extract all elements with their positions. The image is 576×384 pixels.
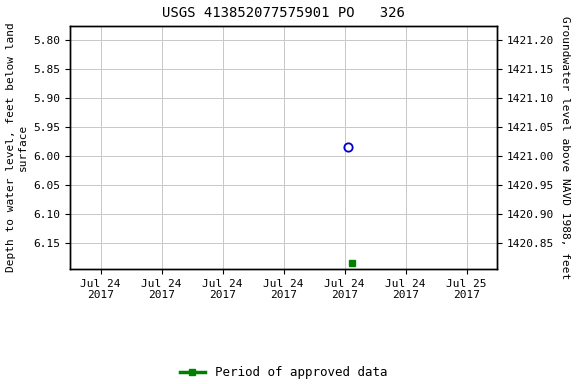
Y-axis label: Depth to water level, feet below land
surface: Depth to water level, feet below land su…	[6, 22, 28, 272]
Legend: Period of approved data: Period of approved data	[175, 361, 392, 384]
Title: USGS 413852077575901 PO   326: USGS 413852077575901 PO 326	[162, 6, 405, 20]
Y-axis label: Groundwater level above NAVD 1988, feet: Groundwater level above NAVD 1988, feet	[560, 16, 570, 279]
